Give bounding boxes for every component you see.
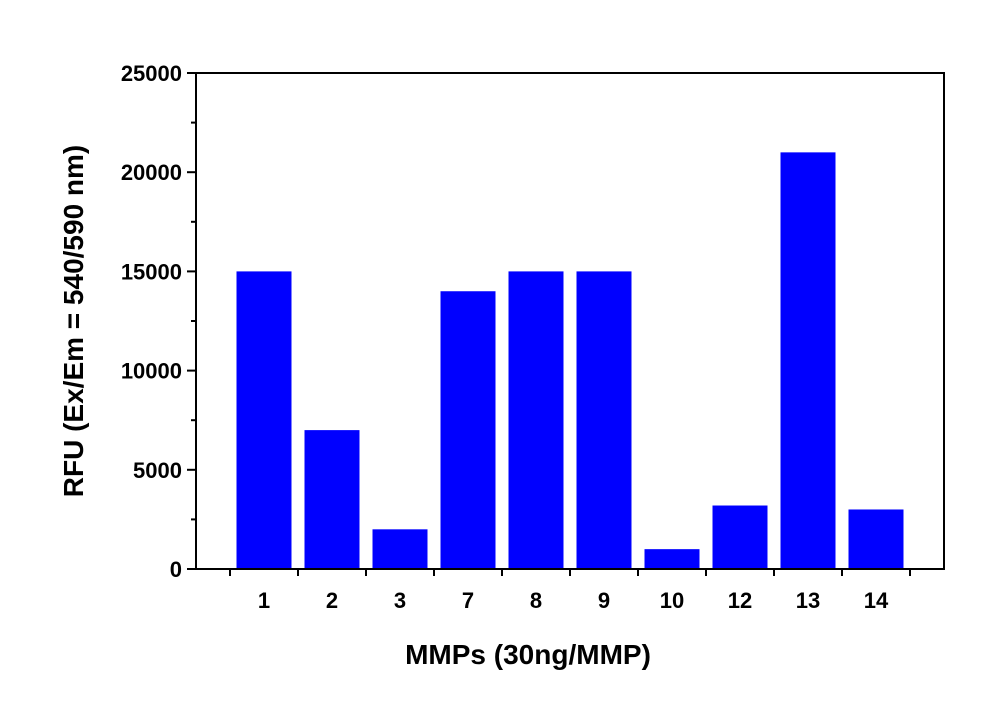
- bar-7: [440, 291, 496, 569]
- x-tick-label: 7: [462, 588, 474, 613]
- bar-10: [644, 549, 700, 569]
- x-tick-label: 14: [864, 588, 889, 613]
- bar-14: [848, 509, 904, 569]
- bar-9: [576, 271, 632, 569]
- y-tick-label: 25000: [121, 61, 182, 86]
- bars-group: [236, 152, 904, 570]
- x-tick-label: 10: [660, 588, 684, 613]
- x-axis-ticks: 1 2 3 7 8 9 10 12 13 14: [229, 569, 911, 613]
- bar-8: [508, 271, 564, 569]
- bar-12: [712, 505, 768, 569]
- y-tick-label: 0: [170, 557, 182, 582]
- bar-1: [236, 271, 292, 569]
- bar-3: [372, 529, 428, 569]
- y-tick-label: 10000: [121, 359, 182, 384]
- y-axis-title: RFU (Ex/Em = 540/590 nm): [58, 145, 89, 497]
- x-axis-title: MMPs (30ng/MMP): [405, 639, 651, 670]
- x-tick-label: 2: [326, 588, 338, 613]
- x-tick-label: 3: [394, 588, 406, 613]
- x-tick-label: 1: [258, 588, 270, 613]
- y-tick-label: 20000: [121, 160, 182, 185]
- x-tick-label: 9: [598, 588, 610, 613]
- bar-2: [304, 430, 360, 569]
- y-tick-label: 5000: [133, 458, 182, 483]
- x-tick-label: 8: [530, 588, 542, 613]
- x-tick-label: 12: [728, 588, 752, 613]
- x-tick-label: 13: [796, 588, 820, 613]
- y-axis-ticks: 0 5000 10000 15000 20000 25000: [121, 61, 196, 582]
- plot-frame: [195, 72, 945, 570]
- bar-13: [780, 152, 836, 570]
- y-tick-label: 15000: [121, 259, 182, 284]
